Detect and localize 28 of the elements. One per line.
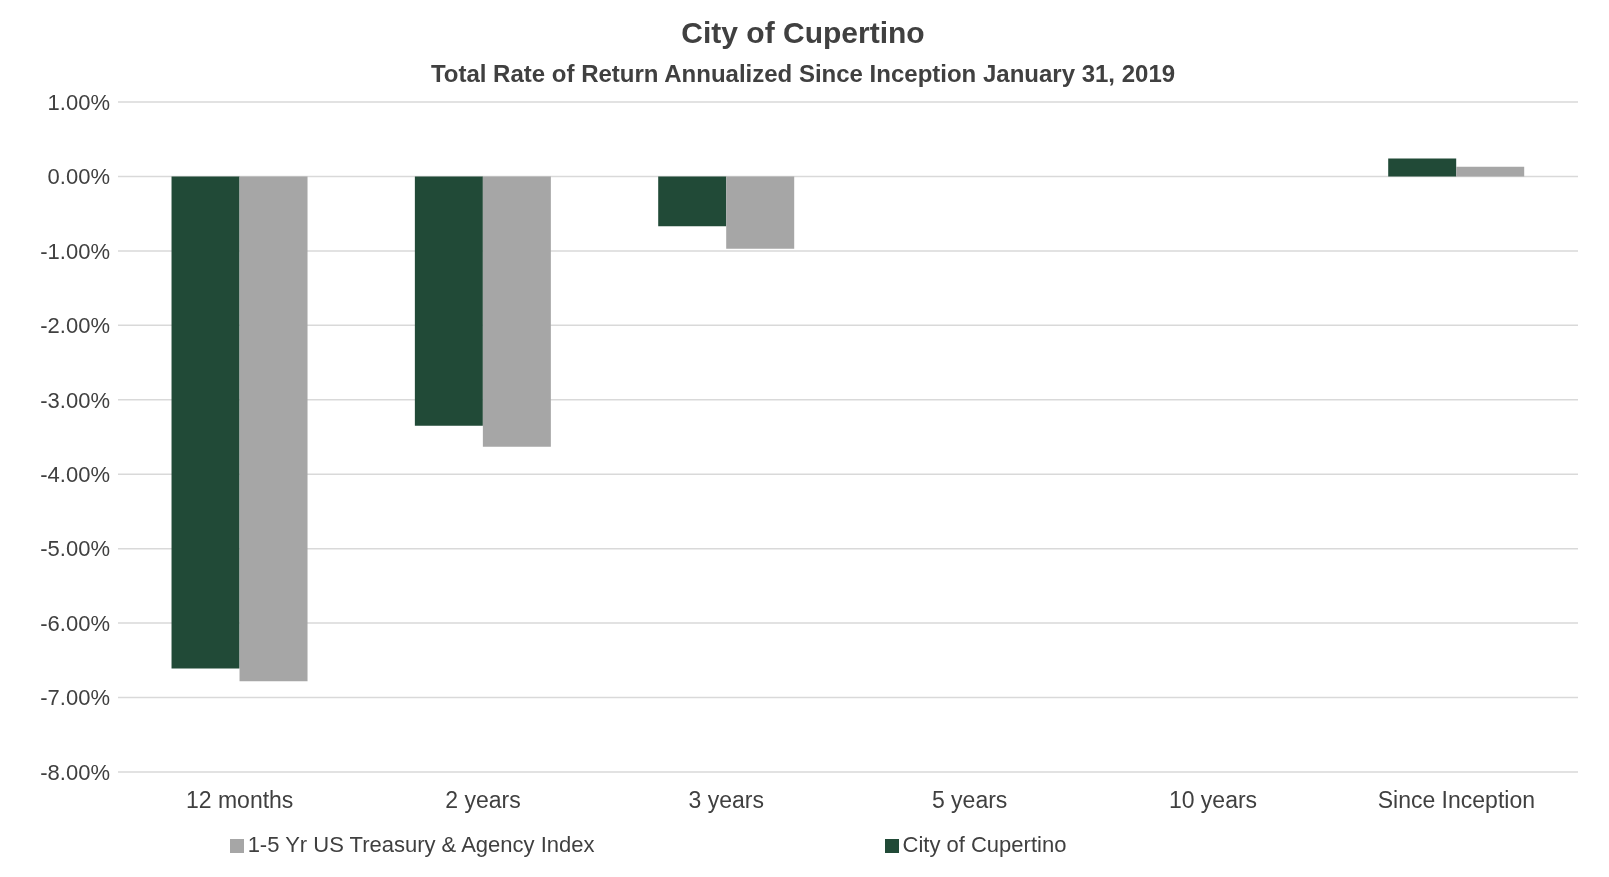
- bar: [171, 176, 240, 669]
- legend-label: City of Cupertino: [902, 832, 1067, 857]
- chart-subtitle: Total Rate of Return Annualized Since Inception January 31, 2019: [429, 60, 1177, 88]
- chart-title: City of Cupertino: [680, 15, 926, 50]
- bar: [1388, 158, 1457, 177]
- x-tick-label: 10 years: [1168, 787, 1258, 814]
- legend-label: 1-5 Yr US Treasury & Agency Index: [247, 832, 595, 857]
- y-tick-label: 1.00%: [47, 89, 110, 115]
- x-tick-label: 2 years: [445, 787, 521, 814]
- bar: [1456, 166, 1525, 177]
- y-tick-label: -6.00%: [40, 610, 110, 636]
- bar: [239, 176, 308, 682]
- bar: [414, 176, 483, 426]
- y-tick-label: -7.00%: [40, 685, 110, 711]
- y-tick-label: -3.00%: [40, 387, 110, 413]
- y-tick-label: -2.00%: [40, 313, 110, 339]
- bar: [482, 176, 551, 447]
- x-tick-label: 12 months: [185, 787, 294, 814]
- y-tick-label: -5.00%: [40, 536, 110, 562]
- y-tick-label: -8.00%: [40, 759, 110, 785]
- bar: [658, 176, 727, 227]
- x-tick-label: 3 years: [688, 787, 765, 814]
- x-tick-label: 5 years: [931, 787, 1008, 814]
- y-tick-label: -4.00%: [40, 462, 110, 488]
- y-tick-label: -1.00%: [40, 238, 110, 264]
- x-tick-label: Since Inception: [1377, 787, 1535, 814]
- bar: [726, 176, 795, 249]
- y-tick-label: 0.00%: [47, 164, 110, 190]
